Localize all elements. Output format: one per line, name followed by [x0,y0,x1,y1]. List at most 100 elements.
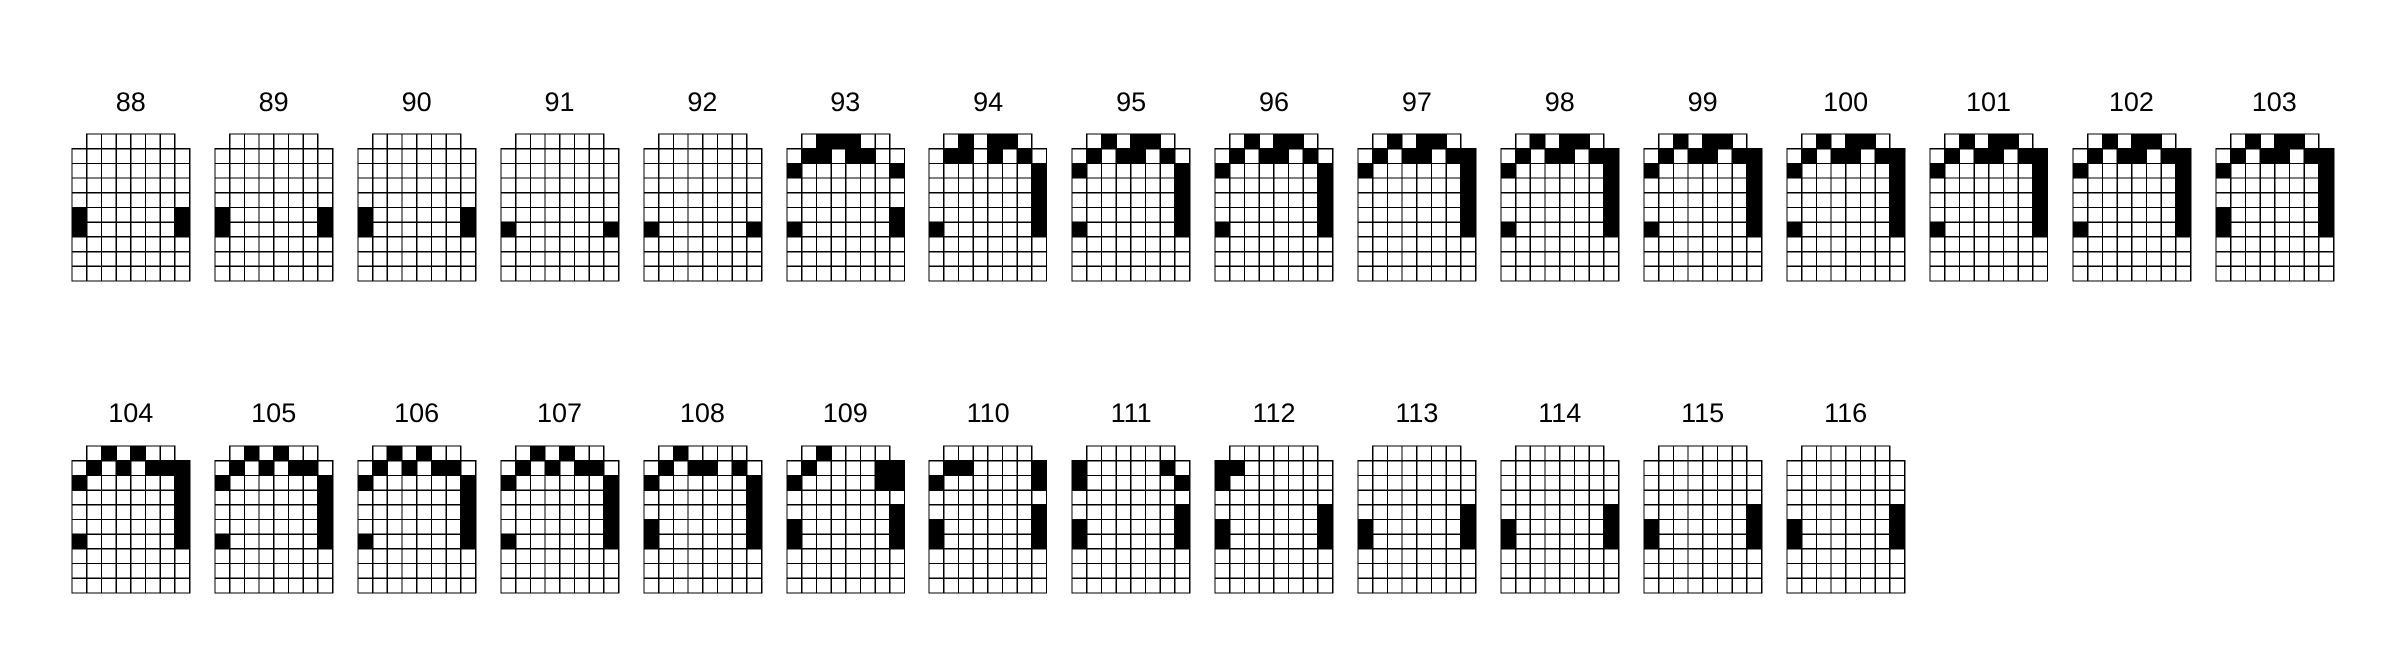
empty-cell [2145,192,2162,209]
empty-cell [657,133,674,150]
empty-cell [1874,250,1891,267]
filled-cell [731,460,748,477]
empty-cell [544,236,561,253]
empty-cell [302,265,319,282]
empty-cell [1702,489,1719,506]
empty-cell [657,533,674,550]
empty-cell [701,504,718,521]
empty-cell [1258,460,1275,477]
empty-cell [228,133,245,150]
empty-cell [228,148,245,165]
empty-cell [1859,177,1876,194]
empty-cell [100,236,117,253]
filled-cell [317,206,334,223]
empty-cell [386,148,403,165]
empty-cell [1101,221,1118,238]
empty-cell [1973,236,1990,253]
empty-cell [1943,206,1960,223]
empty-cell [987,460,1004,477]
empty-cell [745,250,762,267]
empty-cell [1874,562,1891,579]
empty-cell [130,460,147,477]
empty-cell [573,148,590,165]
empty-cell [859,489,876,506]
filled-cell [888,206,905,223]
empty-cell [987,518,1004,535]
empty-cell [1815,445,1832,462]
empty-cell [588,206,605,223]
empty-cell [144,548,161,565]
empty-cell [1943,250,1960,267]
empty-cell [731,148,748,165]
glyph-grid [785,445,905,594]
empty-cell [1544,562,1561,579]
empty-cell [445,177,462,194]
empty-cell [588,518,605,535]
empty-cell [1588,250,1605,267]
empty-cell [602,548,619,565]
empty-cell [1559,460,1576,477]
empty-cell [1603,577,1620,594]
empty-cell [86,504,103,521]
empty-cell [657,148,674,165]
empty-cell [144,445,161,462]
empty-cell [258,177,275,194]
empty-cell [2160,206,2177,223]
empty-cell [1731,474,1748,491]
empty-cell [642,548,659,565]
empty-cell [1416,177,1433,194]
empty-cell [815,162,832,179]
empty-cell [800,133,817,150]
empty-cell [1559,518,1576,535]
filled-cell [2244,133,2261,150]
empty-cell [302,236,319,253]
empty-cell [1386,562,1403,579]
empty-cell [100,192,117,209]
empty-cell [1588,562,1605,579]
empty-cell [701,548,718,565]
empty-cell [1800,250,1817,267]
empty-cell [573,548,590,565]
filled-cell [214,533,231,550]
empty-cell [529,148,546,165]
empty-cell [672,518,689,535]
empty-cell [1815,548,1832,565]
empty-cell [1031,489,1048,506]
empty-cell [371,177,388,194]
empty-cell [1288,250,1305,267]
empty-cell [1071,236,1088,253]
filled-cell [2145,133,2162,150]
empty-cell [2258,265,2275,282]
empty-cell [71,148,88,165]
filled-cell [1529,133,1546,150]
empty-cell [1002,148,1019,165]
filled-cell [1702,148,1719,165]
empty-cell [371,577,388,594]
empty-cell [371,445,388,462]
filled-cell [1031,504,1048,521]
empty-cell [115,445,132,462]
empty-cell [1302,533,1319,550]
filled-cell [1317,177,1334,194]
empty-cell [958,474,975,491]
filled-cell [1159,148,1176,165]
empty-cell [2086,177,2103,194]
empty-cell [1874,265,1891,282]
empty-cell [1544,250,1561,267]
empty-cell [287,548,304,565]
empty-cell [1731,548,1748,565]
empty-cell [357,148,374,165]
empty-cell [401,533,418,550]
filled-cell [1317,192,1334,209]
empty-cell [1573,504,1590,521]
empty-cell [1445,265,1462,282]
empty-cell [972,206,989,223]
empty-cell [1416,221,1433,238]
empty-cell [1687,250,1704,267]
empty-cell [657,206,674,223]
empty-cell [701,533,718,550]
empty-cell [672,577,689,594]
filled-cell [745,518,762,535]
empty-cell [1101,460,1118,477]
empty-cell [1889,548,1906,565]
